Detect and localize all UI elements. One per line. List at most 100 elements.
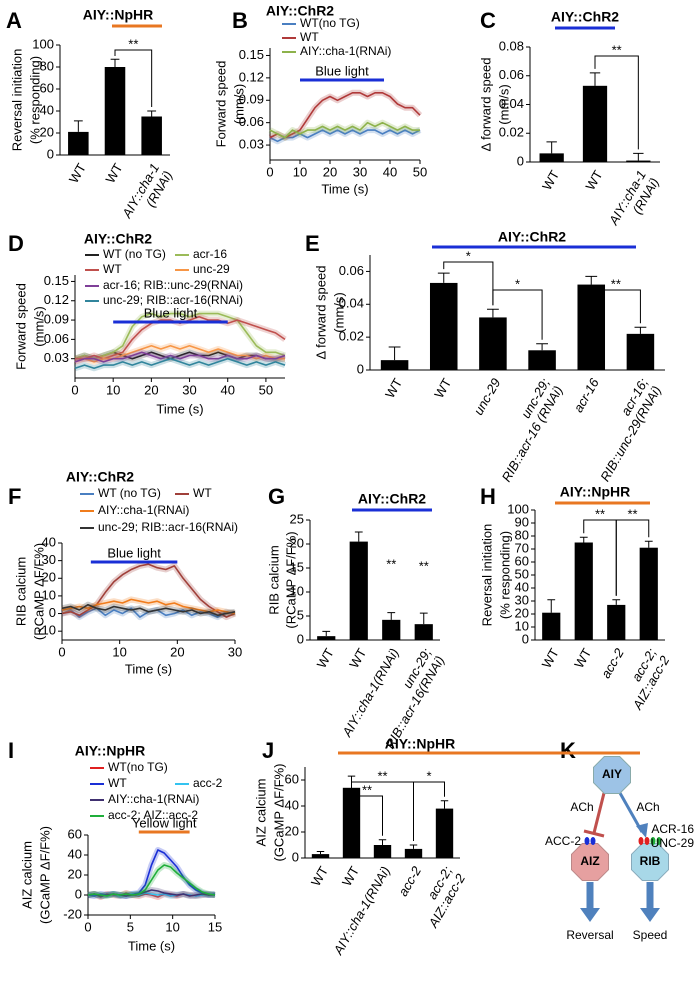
bracket [594, 55, 639, 150]
x-tick-label: 30 [182, 382, 196, 397]
y-tick-label: 0.06 [499, 67, 524, 82]
chart-title: AIY::ChR2 [266, 3, 334, 19]
y-axis-label: (GCaMP ΔF/F%) [37, 826, 52, 924]
receptor-dot [650, 837, 656, 845]
error-bar [633, 152, 644, 161]
legend-label: acr-16 [193, 247, 227, 261]
y-tick-label: 20 [285, 823, 299, 838]
x-tick-label: 15 [208, 919, 222, 934]
x-tick-label: WT [539, 646, 562, 671]
chart-title: AIY::NpHR [83, 7, 154, 23]
y-tick-label: 0.09 [239, 92, 264, 107]
y-tick-label: 0.03 [44, 350, 69, 365]
y-axis-label: Reversal initiation [9, 49, 24, 152]
panel-letter: G [268, 484, 285, 509]
x-tick-label-group: WT [539, 168, 562, 193]
x-tick-label-group: WT [582, 168, 605, 193]
legend-label: acc-2 [193, 776, 223, 790]
y-tick-label: -10 [37, 623, 56, 638]
y-axis-label: Δ forward speed [313, 266, 328, 360]
inhibition-edge [592, 792, 606, 834]
legend-label: acr-16; RIB::unc-29(RNAi) [103, 278, 243, 292]
x-tick-label: 50 [413, 164, 427, 179]
x-tick-label: WT [539, 168, 562, 193]
error-bar [547, 599, 556, 613]
series-line [74, 345, 285, 363]
receptor-label: ACR-16 [651, 822, 694, 836]
y-axis-label: (mm/s) [331, 292, 346, 332]
y-tick-label: 0 [517, 153, 524, 168]
panel-k: K AIY AIZ RIB ACh ACh ACC-2 ACR-16 UNC-2… [545, 738, 694, 942]
y-axis-label: (RCaMP ΔF/F%) [283, 531, 298, 628]
y-tick-label: 0.06 [44, 331, 69, 346]
bar [404, 848, 423, 858]
bracket [443, 261, 494, 306]
significance: ** [595, 506, 605, 521]
legend-label: WT (no TG) [98, 486, 161, 500]
error-bar [487, 308, 499, 318]
bar [607, 604, 626, 640]
bar [539, 153, 564, 162]
x-tick-label: 20 [170, 644, 184, 659]
y-tick-label: 40 [68, 846, 82, 861]
y-axis-label: Forward speed [213, 61, 228, 148]
y-tick-label: 20 [42, 570, 56, 585]
legend-label: WT [193, 486, 212, 500]
output-label: Reversal [566, 928, 613, 942]
y-tick-label: 40 [42, 534, 56, 549]
legend-label: unc-29; RIB::acr-16(RNAi) [103, 293, 243, 307]
receptor-label: UNC-29 [651, 836, 695, 850]
y-tick-label: 0.04 [499, 96, 524, 111]
bar [104, 67, 126, 155]
error-bar [354, 531, 363, 542]
y-tick-label: 40 [285, 797, 299, 812]
bar [542, 612, 561, 640]
panel-letter: F [8, 484, 21, 509]
x-tick-label: 10 [165, 919, 179, 934]
y-tick-label: 0 [47, 146, 54, 161]
significance: ** [627, 506, 637, 521]
y-axis-label: (mm/s) [31, 306, 46, 346]
y-axis-label: Δ forward speed [478, 58, 493, 152]
significance: * [515, 276, 520, 291]
x-tick-label: acc-2 [395, 863, 424, 899]
x-axis-label: Time (s) [156, 401, 203, 416]
x-tick-label: 40 [383, 164, 397, 179]
x-tick-label-group: WT [102, 161, 125, 186]
x-tick-label: 5 [127, 919, 134, 934]
light-label: Blue light [144, 305, 198, 320]
panel-letter: E [305, 231, 320, 256]
output-label: Speed [633, 928, 668, 942]
error-bar [378, 839, 387, 845]
error-bar [388, 346, 401, 361]
significance: * [426, 768, 431, 783]
receptor-dot [638, 837, 644, 845]
significance: ** [128, 36, 138, 51]
legend-label: WT(no TG) [300, 16, 360, 30]
y-tick-label: 15 [290, 559, 304, 574]
y-tick-label: 20 [40, 124, 54, 139]
error-bar [644, 540, 653, 548]
transmitter-label: ACh [570, 800, 593, 814]
y-tick-label: 80 [515, 527, 529, 542]
panel-letter: K [560, 738, 576, 763]
x-tick-label: WT [314, 646, 337, 671]
error-bar [634, 326, 647, 334]
receptor-dot [590, 837, 596, 845]
significance: ** [611, 276, 621, 291]
x-tick-label-group: WT [571, 646, 594, 671]
y-axis-label: (GCaMP ΔF/F%) [271, 763, 286, 861]
inhibition-bar [583, 829, 605, 838]
error-bar [409, 844, 418, 849]
x-tick-label-group: unc-29 [471, 376, 504, 418]
error-bar [73, 120, 83, 132]
bar [582, 85, 608, 162]
significance: ** [419, 558, 429, 573]
series-line [269, 121, 420, 139]
y-tick-label: 100 [32, 36, 54, 51]
error-bar [147, 110, 157, 117]
x-tick-label: WT [102, 161, 125, 186]
light-label: Yellow light [132, 815, 197, 830]
